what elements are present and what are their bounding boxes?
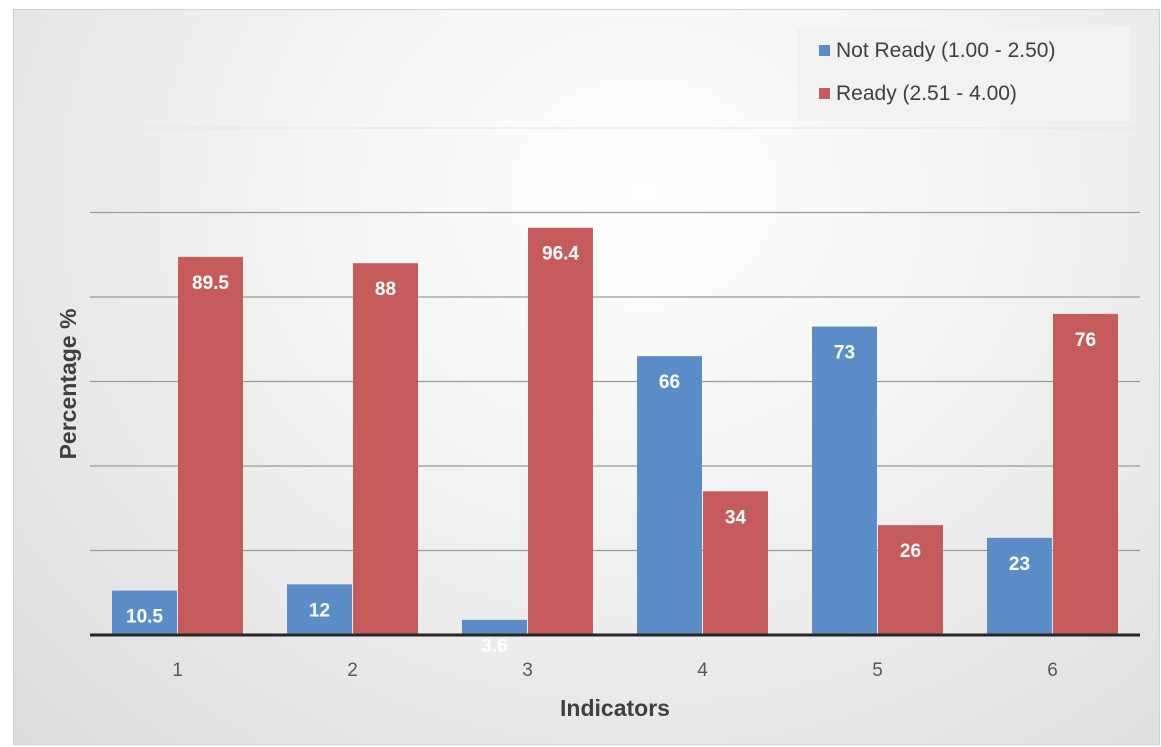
data-label-ready-4: 34 [725, 507, 747, 528]
legend-item-ready: Ready (2.51 - 4.00) [819, 82, 1017, 106]
bar-not-ready-2 [287, 584, 352, 635]
data-label-not-ready-5: 73 [834, 343, 855, 364]
bar-ready-6 [1053, 313, 1118, 635]
bar-not-ready-1 [112, 590, 177, 635]
bar-ready-4 [703, 491, 768, 635]
legend-label-ready: Ready (2.51 - 4.00) [836, 82, 1017, 105]
y-axis-title: Percentage % [55, 309, 81, 460]
x-axis-title: Indicators [560, 695, 670, 721]
bar-ready-2 [353, 263, 418, 635]
data-label-ready-2: 88 [375, 279, 396, 300]
data-label-not-ready-1: 10.5 [126, 607, 163, 628]
legend: Not Ready (1.00 - 2.50) Ready (2.51 - 4.… [797, 27, 1130, 121]
data-label-ready-5: 26 [900, 541, 921, 562]
bar-ready-1 [178, 256, 243, 635]
bar-ready-5 [878, 525, 943, 635]
x-tick-label: 2 [347, 660, 358, 681]
data-label-not-ready-2: 12 [309, 600, 330, 621]
legend-item-not-ready: Not Ready (1.00 - 2.50) [819, 39, 1055, 63]
bar-ready-3 [528, 227, 593, 635]
x-tick-label: 1 [172, 660, 183, 681]
x-tick-label: 5 [872, 660, 883, 681]
legend-label-not-ready: Not Ready (1.00 - 2.50) [836, 39, 1056, 62]
bar-not-ready-6 [987, 537, 1052, 635]
data-label-ready-1: 89.5 [192, 273, 229, 294]
x-tick-label: 6 [1047, 660, 1058, 681]
legend-swatch-not-ready [819, 45, 830, 56]
data-label-ready-6: 76 [1075, 330, 1096, 351]
x-tick-label: 4 [697, 660, 708, 681]
bar-not-ready-5 [812, 326, 877, 635]
data-label-not-ready-3: 3.6 [481, 636, 507, 657]
bar-not-ready-3 [462, 619, 527, 635]
legend-swatch-ready [819, 88, 830, 99]
data-label-ready-3: 96.4 [542, 244, 579, 265]
x-tick-label: 3 [522, 660, 533, 681]
data-label-not-ready-4: 66 [659, 372, 680, 393]
bar-not-ready-4 [637, 356, 702, 635]
data-label-not-ready-6: 23 [1009, 554, 1030, 575]
